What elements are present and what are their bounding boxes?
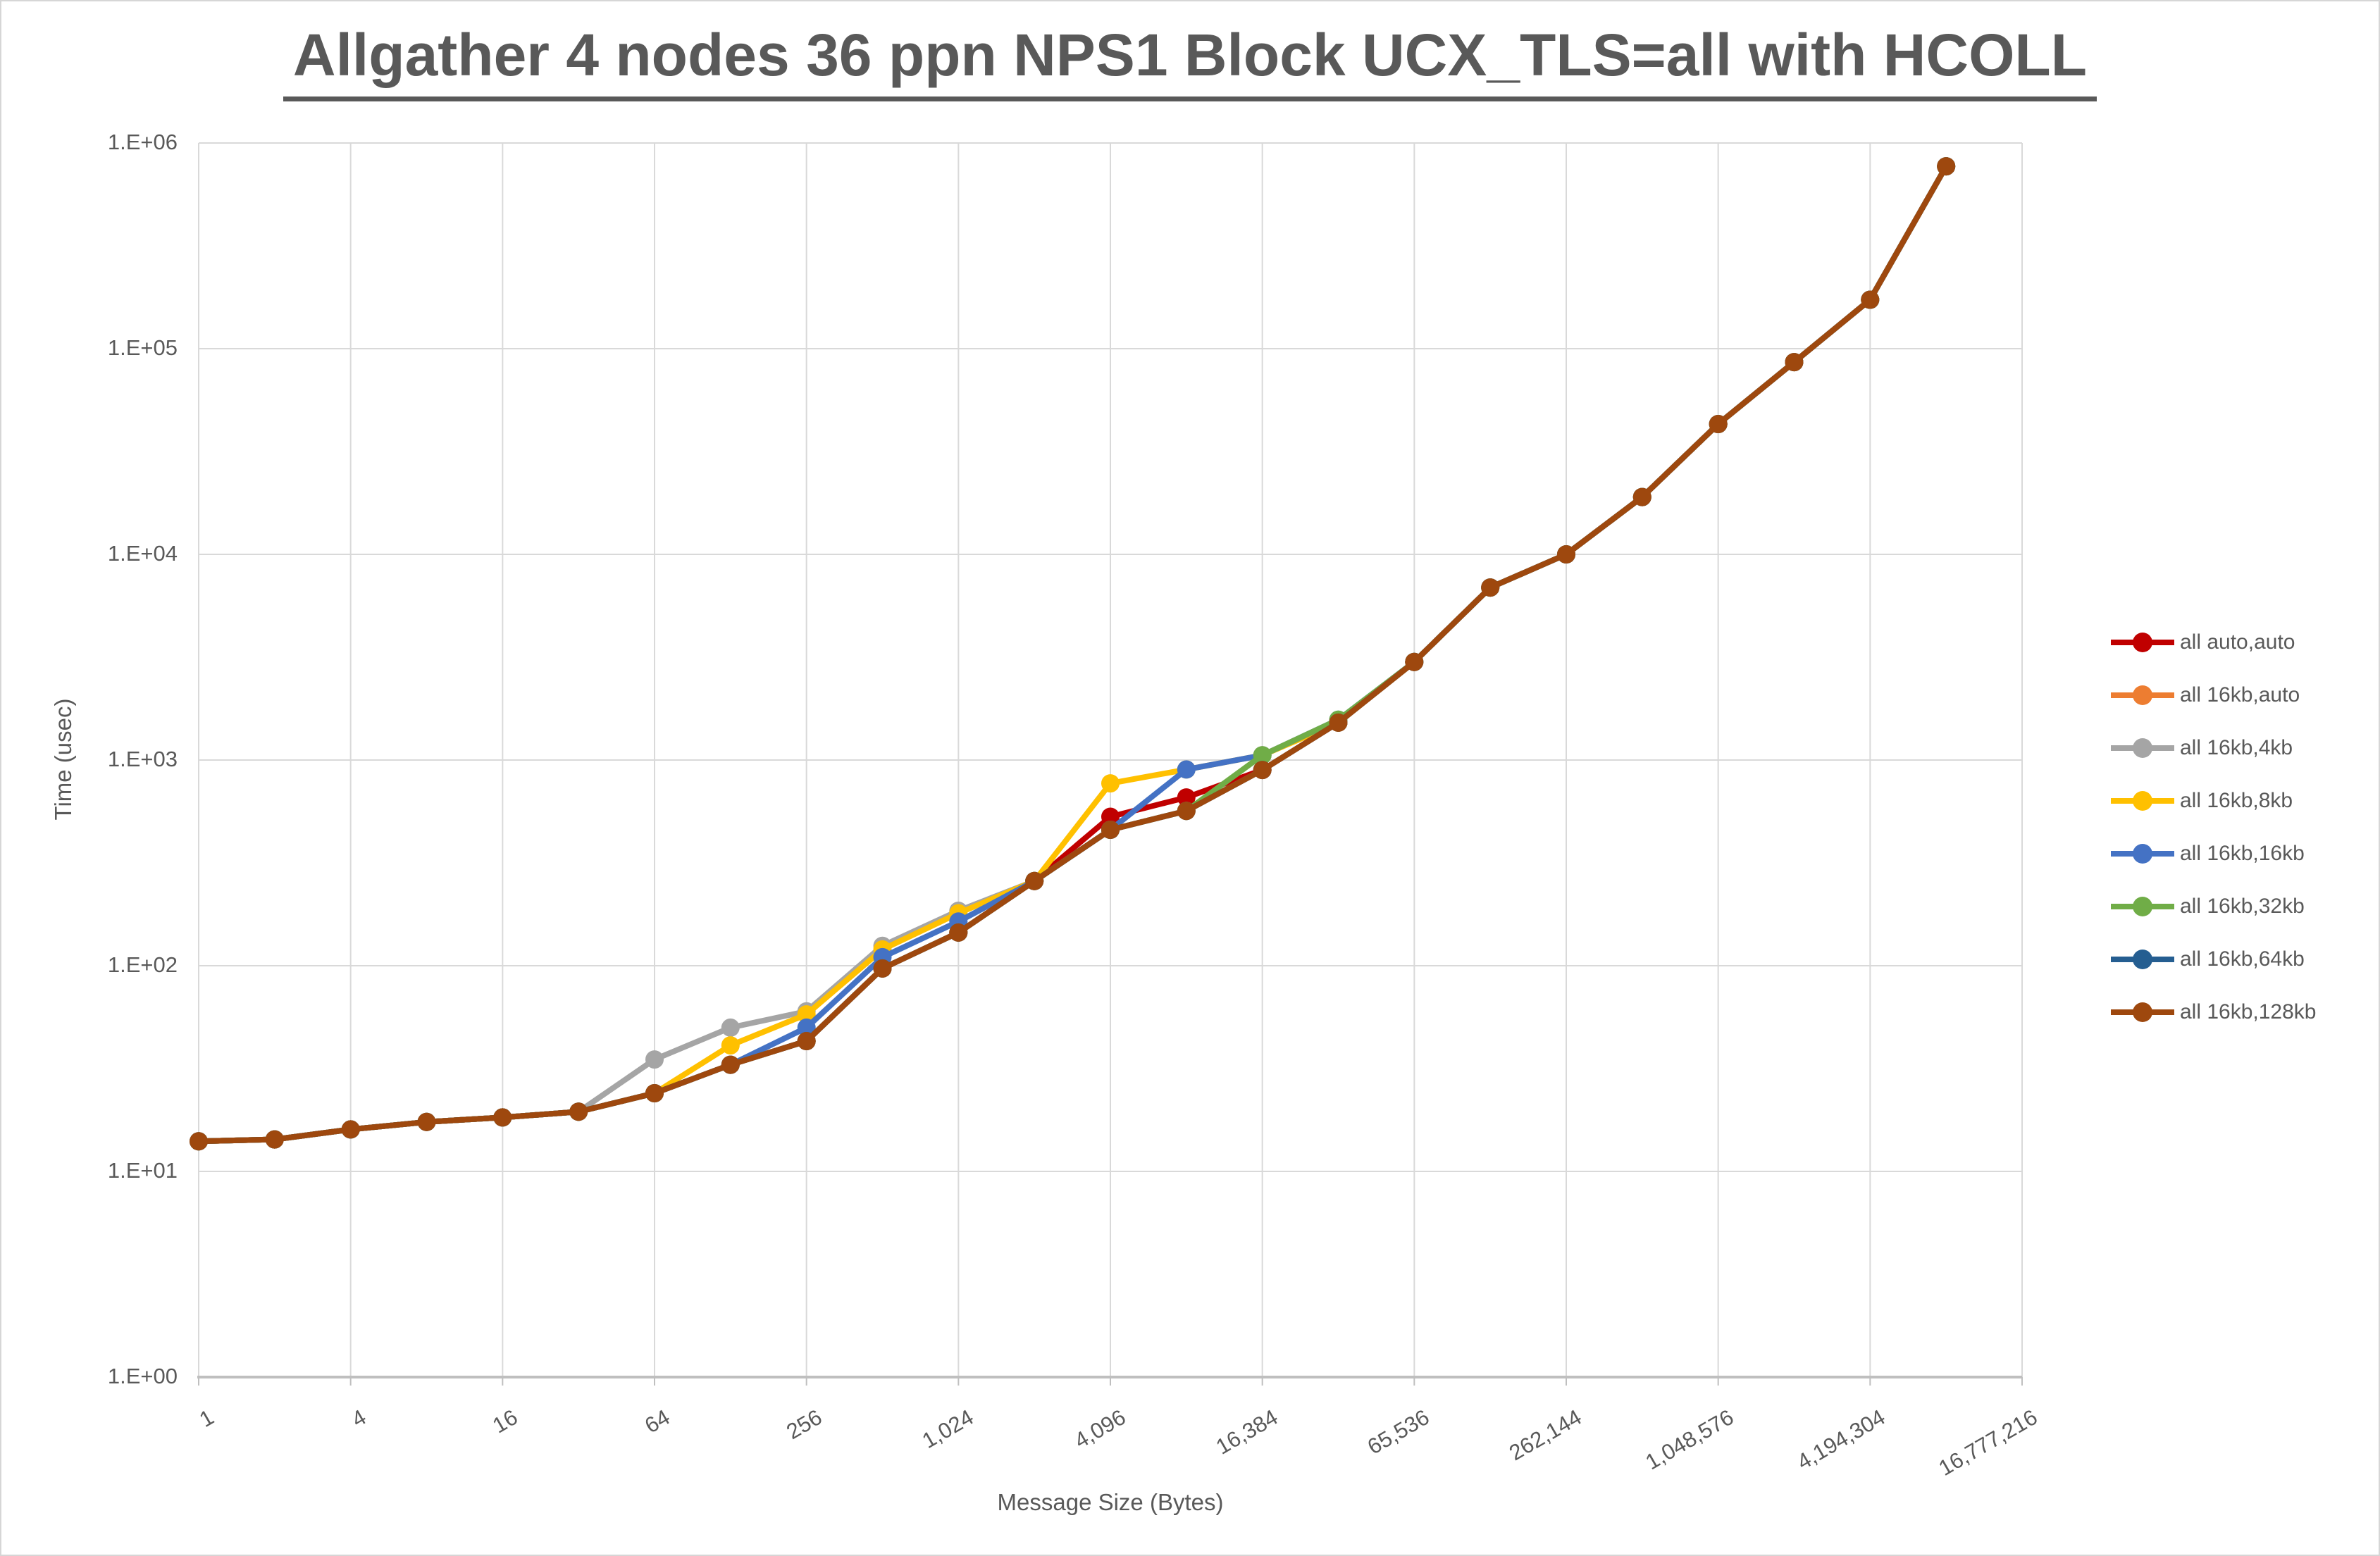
y-tick-label: 1.E+00 bbox=[107, 1364, 178, 1388]
y-tick-label: 1.E+03 bbox=[107, 747, 178, 771]
series-marker bbox=[1329, 713, 1348, 732]
legend-marker-icon bbox=[2111, 685, 2174, 705]
legend-item: all 16kb,4kb bbox=[2109, 721, 2316, 774]
series-marker bbox=[493, 1108, 512, 1127]
series-marker bbox=[1632, 487, 1651, 506]
legend-label: all 16kb,4kb bbox=[2180, 735, 2293, 759]
legend-label: all 16kb,64kb bbox=[2180, 947, 2305, 971]
series-marker bbox=[1101, 821, 1120, 839]
series-marker bbox=[265, 1130, 284, 1149]
series-marker bbox=[417, 1112, 436, 1131]
series-marker bbox=[1177, 802, 1196, 821]
legend-marker-icon bbox=[2111, 896, 2174, 916]
series-marker bbox=[721, 1018, 740, 1037]
y-tick-label: 1.E+05 bbox=[107, 335, 178, 360]
legend-item: all 16kb,32kb bbox=[2109, 880, 2316, 933]
series-line-8 bbox=[196, 163, 1950, 1145]
series-line-1 bbox=[196, 163, 1950, 1145]
series-marker bbox=[1557, 545, 1575, 564]
series-marker bbox=[797, 1018, 816, 1037]
series-marker bbox=[721, 1036, 740, 1055]
series-marker bbox=[1025, 871, 1044, 890]
legend-label: all 16kb,32kb bbox=[2180, 894, 2305, 918]
y-tick-label: 1.E+06 bbox=[107, 130, 178, 154]
chart-title: Allgather 4 nodes 36 ppn NPS1 Block UCX_… bbox=[283, 21, 2097, 101]
legend-item: all 16kb,8kb bbox=[2109, 774, 2316, 827]
legend-item: all auto,auto bbox=[2109, 616, 2316, 668]
series-marker bbox=[797, 1032, 816, 1050]
legend-marker-icon bbox=[2111, 790, 2174, 811]
series-marker bbox=[1709, 415, 1728, 433]
legend-item: all 16kb,auto bbox=[2109, 668, 2316, 721]
y-tick-label: 1.E+04 bbox=[107, 541, 178, 566]
y-axis-title: Time (usec) bbox=[50, 698, 76, 821]
series-marker bbox=[1861, 290, 1880, 309]
series-marker bbox=[1937, 157, 1956, 176]
series-marker bbox=[1101, 807, 1120, 826]
series-line-3 bbox=[196, 163, 1950, 1145]
series-marker bbox=[1253, 746, 1272, 765]
legend-marker-icon bbox=[2111, 843, 2174, 864]
series-marker bbox=[1177, 788, 1196, 807]
series-marker bbox=[190, 1132, 208, 1151]
y-tick-label: 1.E+01 bbox=[107, 1158, 178, 1183]
legend-label: all 16kb,16kb bbox=[2180, 841, 2305, 865]
legend-label: all auto,auto bbox=[2180, 630, 2295, 654]
legend-label: all 16kb,auto bbox=[2180, 683, 2300, 707]
x-axis-title: Message Size (Bytes) bbox=[997, 1489, 1224, 1515]
legend-item: all 16kb,64kb bbox=[2109, 933, 2316, 985]
legend-marker-icon bbox=[2111, 1002, 2174, 1022]
legend-marker-icon bbox=[2111, 632, 2174, 652]
legend-marker-icon bbox=[2111, 737, 2174, 758]
series-marker bbox=[1253, 761, 1272, 780]
series-marker bbox=[797, 1005, 816, 1024]
series-marker bbox=[1785, 353, 1804, 372]
series-marker bbox=[721, 1055, 740, 1074]
series-marker bbox=[949, 923, 968, 942]
legend: all auto,auto all 16kb,auto all 16kb,4kb al… bbox=[2109, 616, 2316, 1038]
series-marker bbox=[1177, 760, 1196, 779]
legend-marker-icon bbox=[2111, 949, 2174, 969]
legend-item: all 16kb,128kb bbox=[2109, 985, 2316, 1038]
legend-item: all 16kb,16kb bbox=[2109, 827, 2316, 880]
series-marker bbox=[1101, 774, 1120, 793]
series-line-5 bbox=[196, 163, 1950, 1145]
series-marker bbox=[873, 959, 892, 978]
series-line-2 bbox=[196, 163, 1950, 1145]
series-line-4 bbox=[196, 163, 1950, 1145]
series-marker bbox=[645, 1050, 664, 1069]
series-marker bbox=[1481, 578, 1500, 597]
series-line-6 bbox=[196, 163, 1950, 1145]
series-marker bbox=[569, 1102, 588, 1121]
y-tick-label: 1.E+02 bbox=[107, 952, 178, 977]
series-line-7 bbox=[196, 163, 1950, 1145]
series-marker bbox=[645, 1084, 664, 1102]
series-marker bbox=[341, 1120, 360, 1139]
legend-label: all 16kb,128kb bbox=[2180, 1000, 2317, 1023]
legend-label: all 16kb,8kb bbox=[2180, 788, 2293, 812]
series-marker bbox=[1405, 652, 1424, 671]
